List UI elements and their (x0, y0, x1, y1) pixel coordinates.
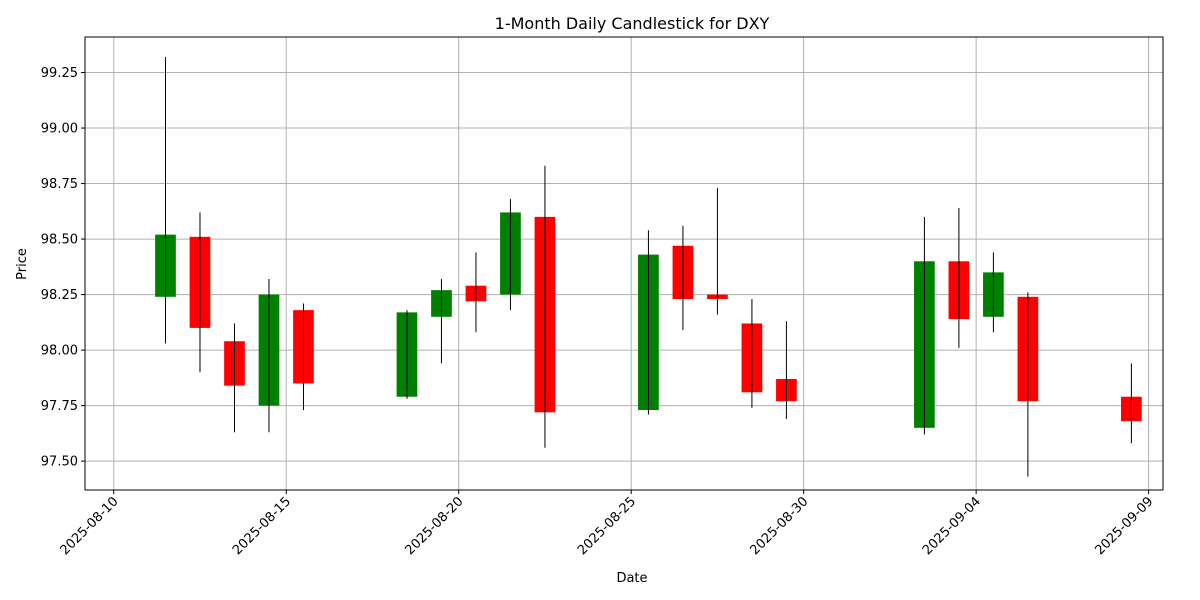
candle-2025-09-03 (948, 207, 970, 348)
y-tick-label: 98.25 (41, 288, 78, 303)
candle-2025-08-20 (465, 252, 487, 333)
candle-2025-09-08 (1121, 363, 1142, 444)
candle-2025-08-22 (534, 165, 556, 448)
candle-2025-08-25 (638, 230, 659, 415)
candle-2025-08-19 (431, 279, 452, 364)
y-tick-label: 97.50 (41, 455, 78, 470)
candle-2025-09-02 (914, 216, 935, 435)
candle-2025-09-04 (983, 252, 1004, 333)
candle-2025-08-27 (707, 188, 728, 315)
y-tick-label: 99.00 (41, 122, 78, 137)
candle-2025-08-11 (155, 56, 176, 344)
candle-2025-08-18 (396, 310, 418, 399)
candle-2025-08-13 (224, 323, 245, 433)
candle-2025-08-26 (672, 225, 694, 331)
candle-layer (155, 56, 1142, 477)
x-axis-label: Date (616, 571, 647, 586)
candle-2025-08-14 (258, 279, 280, 433)
y-tick-label: 98.00 (41, 344, 78, 359)
candle-2025-08-12 (189, 212, 211, 373)
y-tick-label: 97.75 (41, 399, 78, 414)
candle-2025-09-05 (1017, 292, 1039, 477)
candle-2025-08-21 (500, 199, 521, 311)
candle-2025-08-29 (776, 321, 797, 419)
y-tick-label: 99.25 (41, 66, 78, 81)
y-tick-label: 98.75 (41, 177, 78, 192)
y-axis-label: Price (15, 248, 30, 280)
candle-2025-08-15 (293, 303, 314, 411)
y-tick-label: 98.50 (41, 233, 78, 248)
chart-title: 1-Month Daily Candlestick for DXY (495, 14, 770, 33)
plot-frame (84, 36, 1164, 491)
candle-2025-08-28 (741, 299, 763, 408)
